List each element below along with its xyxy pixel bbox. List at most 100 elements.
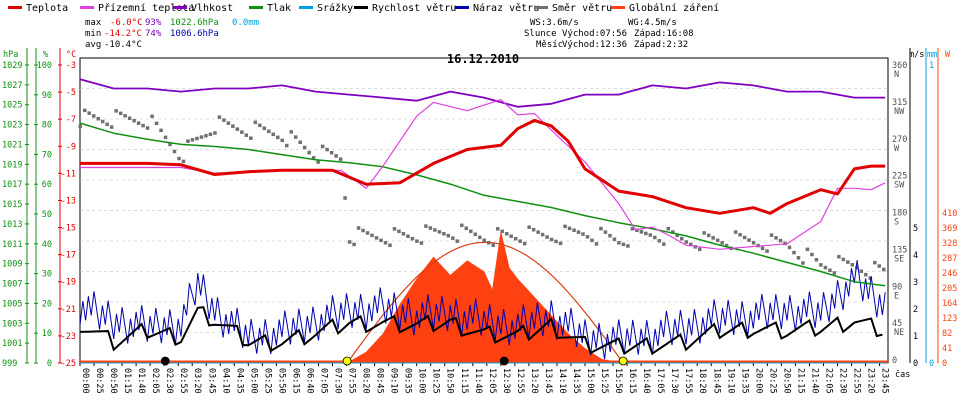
wind-direction-dot bbox=[415, 239, 419, 243]
temperature_c-tick: -13 bbox=[61, 196, 76, 206]
wind-direction-dot bbox=[145, 126, 150, 130]
pressure_hpa-tick: 1011 bbox=[2, 240, 22, 250]
time-unit: čas bbox=[895, 369, 910, 380]
wind-direction-dot bbox=[801, 261, 805, 265]
wind-direction-dot bbox=[451, 236, 455, 240]
time-tick: 15:50 bbox=[613, 368, 623, 394]
plot-area bbox=[78, 78, 888, 366]
legend-swatch bbox=[8, 6, 22, 9]
wind-direction-dot bbox=[747, 238, 751, 242]
wind-direction-dot bbox=[657, 239, 662, 243]
wind-direction-dot bbox=[531, 227, 536, 232]
wind-direction-dot bbox=[276, 135, 280, 140]
wind-direction-dot bbox=[545, 235, 549, 239]
wind-direction-dot bbox=[469, 229, 473, 234]
stats-min-press: 1006.6hPa bbox=[170, 29, 219, 39]
stats-min-label: min bbox=[85, 29, 101, 39]
wind-direction-dot bbox=[213, 131, 217, 135]
wind-direction-dot bbox=[819, 263, 823, 267]
wind-direction-dot bbox=[284, 143, 289, 148]
wind-direction-dot bbox=[554, 239, 558, 244]
rain-unit: mm bbox=[927, 50, 937, 60]
time-tick: 00:00 bbox=[80, 368, 90, 394]
wind-direction-dot bbox=[352, 242, 356, 247]
wind-direction-dot bbox=[765, 249, 769, 253]
pressure-line bbox=[79, 122, 886, 287]
wind-direction-dot bbox=[316, 160, 320, 164]
wind-direction-dot bbox=[882, 267, 886, 272]
wind-direction-dot bbox=[500, 229, 504, 234]
legend-label: Směr větru bbox=[552, 2, 612, 14]
wind-direction-dot bbox=[536, 230, 540, 234]
wind-direction-dot bbox=[460, 223, 464, 228]
time-tick: 01:15 bbox=[122, 368, 132, 394]
wind-dir-label: S bbox=[894, 218, 899, 228]
humidity_pct-tick: 70 bbox=[42, 150, 52, 160]
time-tick: 17:30 bbox=[669, 368, 679, 394]
wind-direction-dot bbox=[159, 128, 163, 133]
wind-direction-dot bbox=[208, 132, 213, 137]
humidity_pct-tick: 50 bbox=[42, 210, 52, 220]
time-tick: 23:20 bbox=[866, 368, 876, 394]
wind-direction-dot bbox=[585, 235, 590, 239]
time-tick: 05:50 bbox=[276, 368, 286, 394]
wind-direction-dot bbox=[648, 233, 653, 237]
humidity_pct-tick: 0 bbox=[47, 359, 52, 369]
wind-direction-dot bbox=[814, 257, 819, 262]
wind-speed-tick: 0 bbox=[913, 359, 918, 369]
wind-direction-dot bbox=[244, 133, 249, 137]
wind-speed-avg: WS:3.6m/s bbox=[530, 18, 579, 28]
time-tick: 11:40 bbox=[473, 368, 483, 394]
wind-direction-dot bbox=[424, 224, 428, 228]
humidity_pct-tick: 90 bbox=[42, 91, 52, 101]
wind-direction-dot bbox=[343, 196, 347, 200]
wind-direction-dot bbox=[787, 245, 792, 250]
time-tick: 02:30 bbox=[164, 368, 174, 394]
wind-speed-line bbox=[79, 306, 883, 356]
wind-direction-dot bbox=[859, 269, 864, 274]
wind-direction-dot bbox=[240, 130, 244, 134]
stats-block: max -6.0°C 93% 1022.6hPa 0.0mm min -14.2… bbox=[85, 18, 259, 50]
pressure_hpa-tick: 1003 bbox=[2, 319, 22, 329]
wind-direction-dot bbox=[186, 139, 190, 143]
wind-direction-dot bbox=[733, 230, 738, 234]
wind-direction-dot bbox=[311, 156, 316, 160]
pressure_hpa-tick: 1023 bbox=[2, 121, 22, 131]
wind-direction-dot bbox=[738, 233, 742, 237]
wind-direction-dot bbox=[141, 123, 145, 128]
legend-swatch bbox=[534, 6, 548, 9]
wind-dir-tick: 0 bbox=[892, 356, 897, 366]
wind-direction-dot bbox=[217, 115, 222, 119]
wind-direction-dot bbox=[334, 154, 338, 158]
time-tick: 04:35 bbox=[234, 368, 244, 394]
humidity_pct-tick: 10 bbox=[42, 329, 52, 339]
radiation-tick: 41 bbox=[942, 344, 952, 354]
wind-direction-dot bbox=[482, 238, 486, 243]
wind-direction-dot bbox=[91, 114, 96, 118]
wind-direction-dot bbox=[163, 135, 168, 140]
sunrise-marker bbox=[342, 356, 352, 366]
wind-direction-dot bbox=[280, 138, 284, 143]
wind-direction-dot bbox=[190, 138, 195, 142]
wind-direction-dot bbox=[320, 144, 325, 149]
wind-direction-dot bbox=[105, 122, 109, 127]
wind-direction-dot bbox=[509, 234, 513, 238]
wind-direction-dot bbox=[697, 247, 702, 252]
sunrise-time: Východ:07:56 bbox=[562, 29, 627, 39]
humidity-unit: % bbox=[43, 50, 48, 60]
wind-direction-dot bbox=[558, 241, 563, 246]
wind-direction-dot bbox=[873, 260, 877, 265]
time-tick: 19:10 bbox=[725, 368, 735, 394]
wind-direction-dot bbox=[877, 264, 882, 268]
radiation-tick: 164 bbox=[942, 299, 957, 309]
chart-title: 16.12.2010 bbox=[447, 52, 519, 66]
legend-label: Tlak bbox=[267, 3, 291, 14]
wind-direction-dot bbox=[249, 136, 253, 140]
pressure_hpa-tick: 1009 bbox=[2, 260, 22, 270]
wind-direction-dot bbox=[495, 227, 500, 231]
time-tick: 19:35 bbox=[739, 368, 749, 394]
radiation-tick: 369 bbox=[942, 224, 957, 234]
wind-direction-dot bbox=[455, 239, 460, 243]
